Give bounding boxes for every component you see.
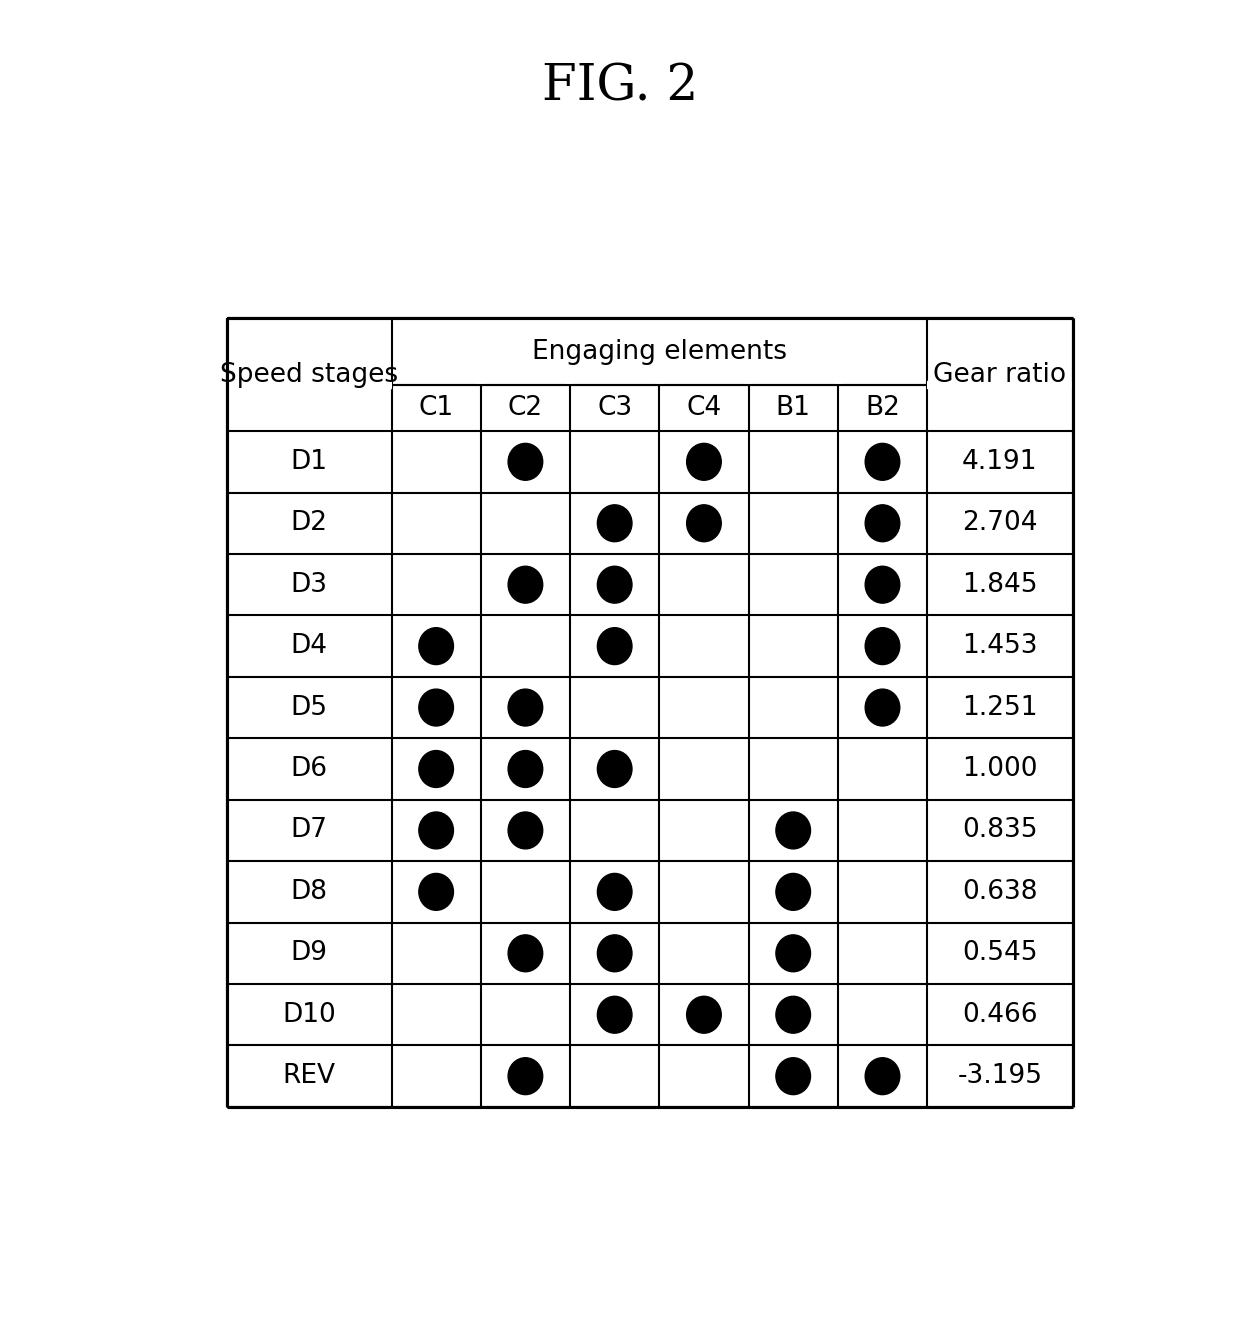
Circle shape — [508, 689, 543, 726]
Text: 0.545: 0.545 — [962, 940, 1038, 967]
Text: 1.000: 1.000 — [962, 755, 1038, 782]
Circle shape — [866, 1057, 900, 1095]
Text: Speed stages: Speed stages — [221, 362, 398, 388]
Text: D3: D3 — [291, 572, 327, 597]
Circle shape — [598, 628, 632, 665]
Circle shape — [598, 996, 632, 1033]
Text: D10: D10 — [283, 1001, 336, 1028]
Text: B1: B1 — [776, 395, 811, 422]
Circle shape — [866, 443, 900, 480]
Text: D7: D7 — [291, 818, 327, 843]
Text: Engaging elements: Engaging elements — [532, 339, 787, 364]
Text: D4: D4 — [291, 633, 327, 660]
Circle shape — [419, 689, 454, 726]
Circle shape — [508, 443, 543, 480]
Text: 1.845: 1.845 — [962, 572, 1038, 597]
Circle shape — [419, 750, 454, 787]
Circle shape — [508, 935, 543, 972]
Circle shape — [687, 443, 722, 480]
Circle shape — [419, 874, 454, 910]
Text: D2: D2 — [291, 511, 327, 536]
Text: D9: D9 — [291, 940, 327, 967]
Text: C2: C2 — [508, 395, 543, 422]
Text: B2: B2 — [866, 395, 900, 422]
Circle shape — [598, 935, 632, 972]
Text: -3.195: -3.195 — [957, 1063, 1043, 1089]
Circle shape — [866, 505, 900, 541]
Circle shape — [598, 874, 632, 910]
Text: C1: C1 — [419, 395, 454, 422]
Text: FIG. 2: FIG. 2 — [542, 61, 698, 112]
Circle shape — [776, 1057, 811, 1095]
Circle shape — [508, 567, 543, 602]
Text: D5: D5 — [291, 694, 327, 721]
Text: REV: REV — [283, 1063, 336, 1089]
Circle shape — [866, 689, 900, 726]
Circle shape — [866, 628, 900, 665]
Circle shape — [508, 750, 543, 787]
Circle shape — [776, 996, 811, 1033]
Text: 0.638: 0.638 — [962, 879, 1038, 904]
Circle shape — [866, 567, 900, 602]
Text: D6: D6 — [291, 755, 327, 782]
Circle shape — [776, 935, 811, 972]
Text: 0.466: 0.466 — [962, 1001, 1038, 1028]
Circle shape — [776, 813, 811, 849]
Text: 4.191: 4.191 — [962, 448, 1038, 475]
Circle shape — [508, 813, 543, 849]
Circle shape — [776, 874, 811, 910]
Circle shape — [419, 628, 454, 665]
Text: D1: D1 — [291, 448, 327, 475]
Text: 2.704: 2.704 — [962, 511, 1038, 536]
Circle shape — [598, 505, 632, 541]
Text: D8: D8 — [291, 879, 327, 904]
Text: 1.251: 1.251 — [962, 694, 1038, 721]
Text: 1.453: 1.453 — [962, 633, 1038, 660]
Circle shape — [508, 1057, 543, 1095]
Text: C4: C4 — [687, 395, 722, 422]
Circle shape — [598, 750, 632, 787]
Circle shape — [598, 567, 632, 602]
Text: 0.835: 0.835 — [962, 818, 1038, 843]
Text: C3: C3 — [598, 395, 632, 422]
Circle shape — [687, 505, 722, 541]
Circle shape — [419, 813, 454, 849]
Text: Gear ratio: Gear ratio — [934, 362, 1066, 388]
Circle shape — [687, 996, 722, 1033]
